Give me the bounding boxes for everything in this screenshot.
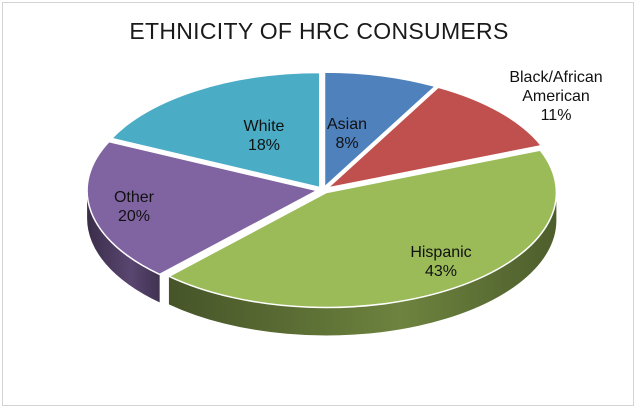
slice-other	[86, 140, 318, 276]
slice-label-black-african-american: Black/African American 11%	[509, 69, 602, 124]
slice-side-other	[87, 190, 160, 303]
chart-title: ETHNICITY OF HRC CONSUMERS	[129, 18, 509, 44]
slice-asian	[323, 71, 437, 188]
slice-label-other: Other 20%	[114, 189, 155, 225]
slice-label-asian: Asian 8%	[327, 116, 367, 152]
slice-side-hispanic	[168, 192, 557, 336]
slice-hispanic	[168, 149, 558, 309]
slice-white	[110, 71, 321, 189]
slice-label-hispanic: Hispanic 43%	[410, 244, 471, 280]
slice-label-white: White 18%	[244, 118, 285, 154]
slice-black-african-american	[326, 86, 543, 189]
